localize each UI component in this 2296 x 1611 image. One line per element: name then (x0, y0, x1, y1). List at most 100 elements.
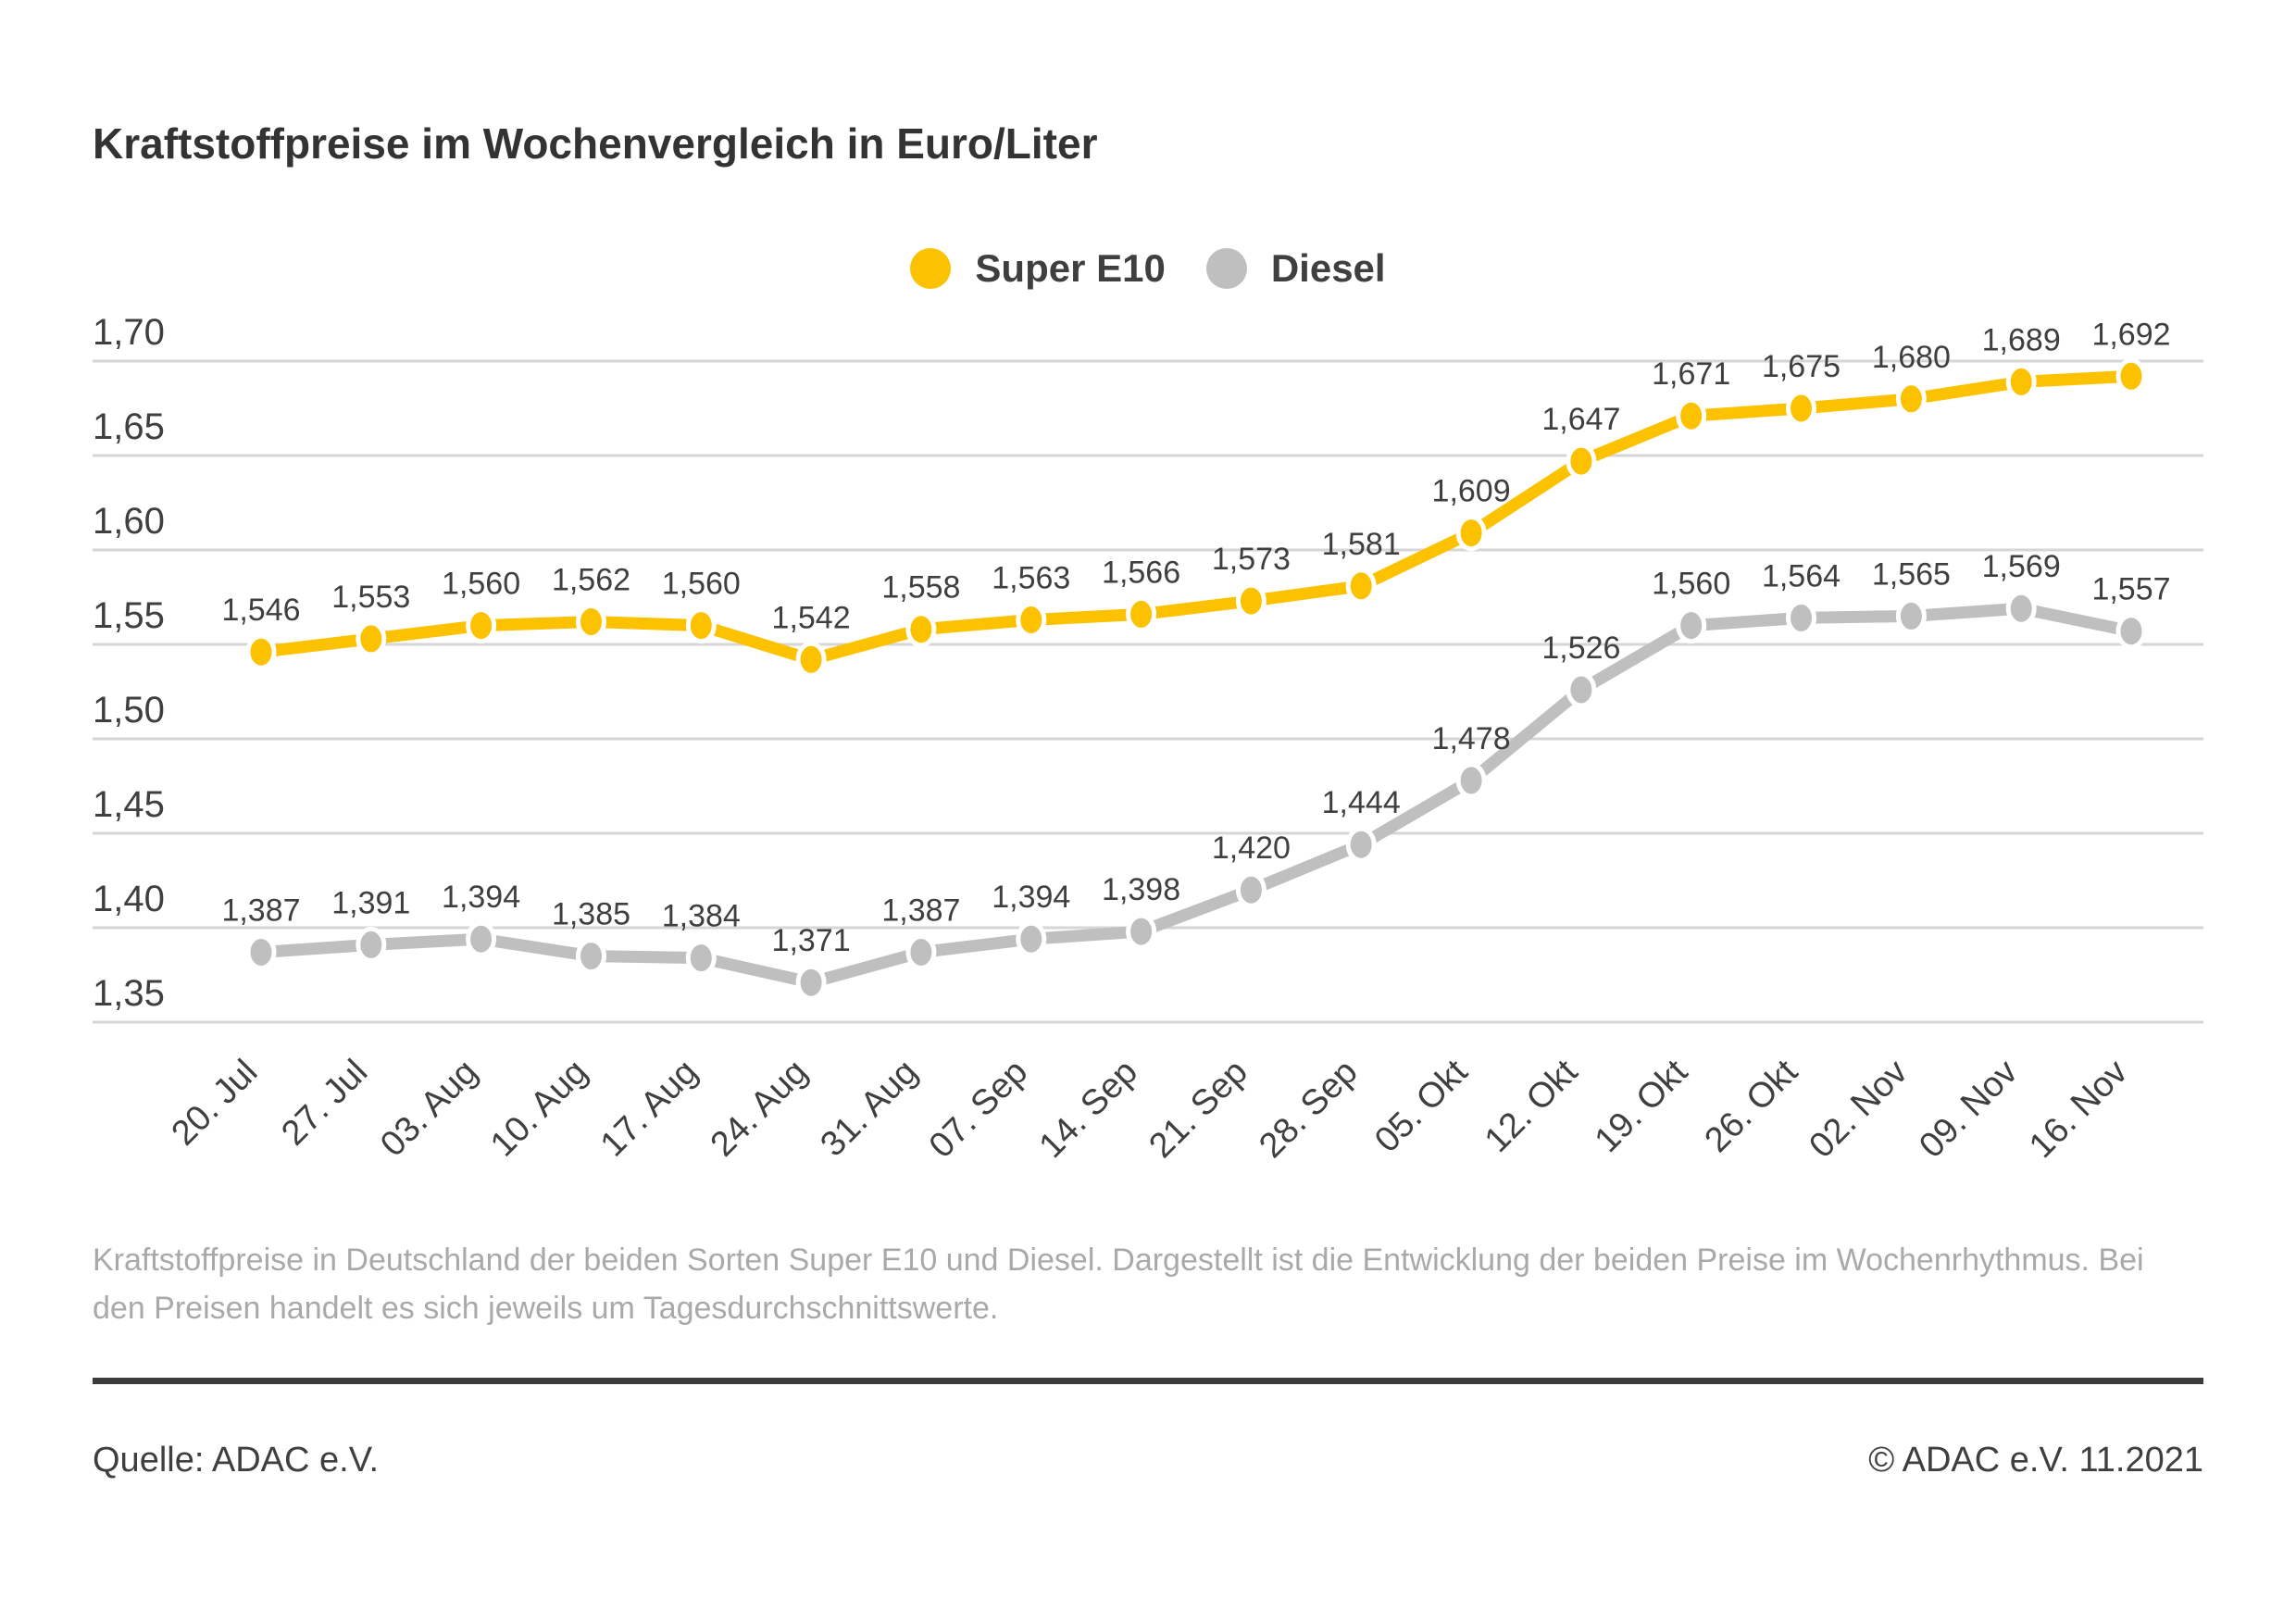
y-tick-label: 1,45 (93, 784, 165, 825)
data-point-label-super-e10: 1,546 (221, 593, 300, 628)
data-point-label-diesel: 1,398 (1102, 872, 1180, 907)
data-point-label-diesel: 1,564 (1762, 558, 1841, 593)
legend-label-diesel: Diesel (1270, 246, 1386, 290)
y-tick-label: 1,35 (93, 973, 165, 1014)
y-tick-label: 1,55 (93, 595, 165, 636)
data-point-label-super-e10: 1,560 (442, 567, 520, 602)
data-point-label-super-e10: 1,675 (1762, 349, 1841, 384)
data-point-diesel (1566, 671, 1597, 708)
legend-item-diesel: Diesel (1205, 246, 1386, 291)
data-point-label-diesel: 1,478 (1432, 721, 1511, 756)
data-point-diesel (905, 934, 937, 970)
x-tick-label: 05. Okt (1367, 1052, 1476, 1160)
data-point-super-e10 (1895, 381, 1927, 418)
x-tick-label: 17. Aug (593, 1053, 705, 1165)
data-point-label-diesel: 1,526 (1541, 631, 1620, 666)
y-tick-label: 1,70 (93, 312, 165, 353)
data-point-label-super-e10: 1,581 (1322, 527, 1401, 562)
y-tick-label: 1,40 (93, 879, 165, 919)
x-tick-label: 03. Aug (373, 1053, 485, 1165)
x-tick-label: 10. Aug (483, 1053, 595, 1165)
data-point-diesel (1676, 607, 1707, 644)
data-point-diesel (795, 964, 827, 1001)
data-point-diesel (1016, 920, 1047, 957)
x-tick-label: 26. Okt (1698, 1052, 1806, 1160)
data-point-label-super-e10: 1,560 (662, 567, 741, 602)
data-point-label-super-e10: 1,573 (1212, 542, 1291, 577)
y-tick-label: 1,65 (93, 406, 165, 447)
data-point-super-e10 (466, 607, 497, 644)
data-point-label-super-e10: 1,566 (1102, 555, 1180, 590)
y-tick-label: 1,50 (93, 690, 165, 731)
x-tick-label: 19. Okt (1588, 1052, 1696, 1160)
data-point-super-e10 (795, 641, 827, 678)
series-line-super-e10 (260, 369, 2132, 667)
data-point-label-super-e10: 1,553 (331, 580, 410, 615)
data-point-label-diesel: 1,560 (1652, 567, 1730, 602)
data-point-label-diesel: 1,557 (2091, 572, 2170, 607)
data-point-super-e10 (1016, 602, 1047, 638)
data-point-diesel (356, 926, 387, 963)
x-tick-label: 27. Jul (274, 1053, 375, 1154)
series-line-diesel (260, 602, 2133, 989)
diesel-swatch-icon (1205, 248, 1247, 289)
data-point-label-super-e10: 1,609 (1432, 474, 1511, 509)
x-tick-label: 21. Sep (1142, 1053, 1254, 1166)
x-tick-label: 20. Jul (164, 1053, 265, 1154)
data-point-super-e10 (1455, 515, 1487, 552)
data-point-diesel (1126, 913, 1157, 950)
data-point-diesel (576, 938, 606, 975)
data-point-label-super-e10: 1,558 (881, 570, 960, 606)
data-point-label-diesel: 1,387 (221, 893, 300, 929)
data-point-label-diesel: 1,444 (1322, 785, 1401, 820)
data-point-diesel (1345, 826, 1377, 863)
data-point-label-diesel: 1,565 (1872, 556, 1951, 592)
data-point-super-e10 (2115, 357, 2147, 394)
data-point-label-super-e10: 1,671 (1652, 356, 1730, 392)
data-point-label-diesel: 1,387 (881, 893, 960, 929)
data-point-label-diesel: 1,371 (772, 923, 851, 958)
data-point-label-super-e10: 1,542 (772, 600, 851, 635)
data-point-label-diesel: 1,569 (1982, 549, 2061, 584)
x-tick-label: 07. Sep (922, 1053, 1035, 1166)
data-point-super-e10 (1786, 390, 1816, 427)
data-point-diesel (1235, 871, 1267, 908)
data-point-super-e10 (1345, 568, 1377, 605)
data-point-super-e10 (1566, 443, 1597, 480)
data-point-diesel (1895, 597, 1927, 634)
data-point-label-diesel: 1,420 (1212, 830, 1291, 866)
chart-caption: Kraftstoffpreise in Deutschland der beid… (93, 1243, 2144, 1326)
data-point-label-diesel: 1,385 (552, 897, 630, 932)
data-point-label-super-e10: 1,680 (1872, 340, 1951, 375)
data-point-label-diesel: 1,394 (442, 880, 520, 915)
data-point-label-diesel: 1,394 (992, 880, 1070, 915)
data-point-super-e10 (905, 611, 937, 648)
data-point-super-e10 (1676, 397, 1707, 434)
x-tick-label: 16. Nov (2022, 1053, 2135, 1166)
legend-label-super-e10: Super E10 (975, 246, 1166, 290)
data-point-label-super-e10: 1,563 (992, 561, 1070, 596)
data-point-diesel (466, 920, 497, 957)
legend-item-super-e10: Super E10 (910, 246, 1166, 291)
data-point-super-e10 (245, 633, 277, 670)
copyright-text: © ADAC e.V. 11.2021 (1868, 1441, 2203, 1480)
data-point-diesel (2115, 613, 2147, 650)
data-point-label-super-e10: 1,562 (552, 563, 630, 598)
data-point-super-e10 (1235, 582, 1267, 619)
chart-legend: Super E10 Diesel (0, 246, 2296, 291)
data-point-super-e10 (576, 604, 606, 640)
data-point-diesel (2005, 590, 2037, 627)
x-tick-label: 12. Okt (1478, 1052, 1586, 1160)
data-point-super-e10 (685, 607, 717, 644)
x-tick-label: 28. Sep (1252, 1053, 1365, 1166)
data-point-diesel (1786, 599, 1816, 636)
data-point-label-super-e10: 1,692 (2091, 317, 2170, 352)
data-point-diesel (685, 940, 717, 977)
x-tick-label: 09. Nov (1912, 1053, 2025, 1166)
data-point-label-super-e10: 1,647 (1541, 402, 1620, 437)
y-tick-label: 1,60 (93, 501, 165, 542)
x-tick-label: 24. Aug (704, 1053, 816, 1165)
data-point-super-e10 (2005, 363, 2037, 400)
